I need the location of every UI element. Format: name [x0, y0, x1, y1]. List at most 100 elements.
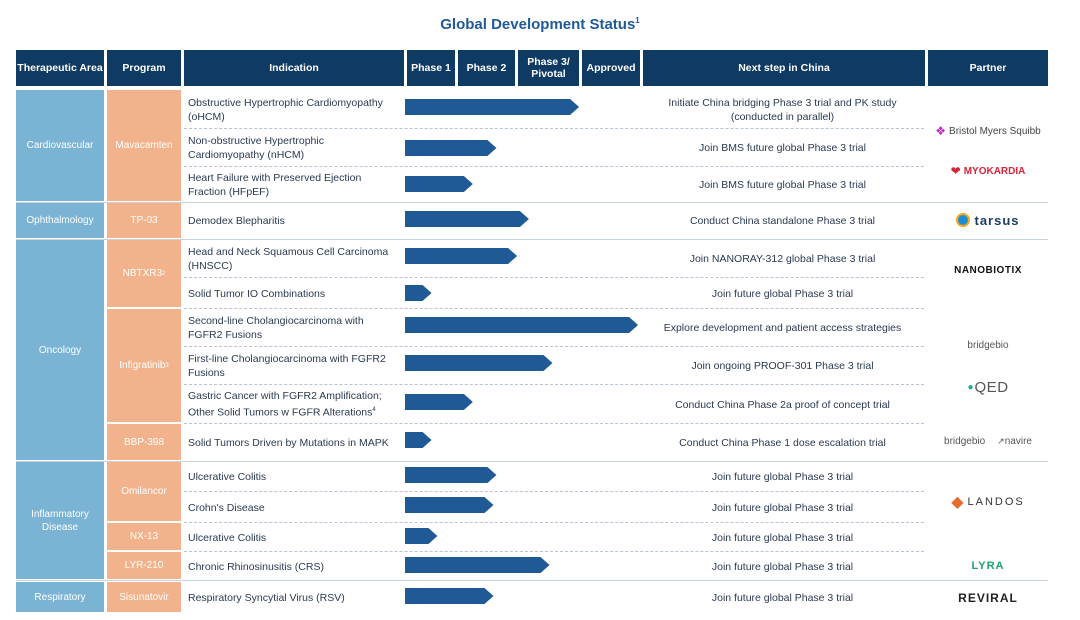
header-therapeutic-area: Therapeutic Area [16, 50, 104, 86]
indication-label: First-line Cholangiocarcinoma with FGFR2… [188, 353, 386, 379]
pipeline-bar [405, 99, 580, 115]
next-step-text: Join future global Phase 3 trial [711, 471, 854, 483]
next-step-text: Join future global Phase 3 trial [711, 531, 854, 544]
pipeline-bar [405, 248, 518, 264]
pipeline-bar [405, 394, 473, 410]
landos-icon: ◆ [951, 494, 964, 511]
partner-logo-landos: ◆ LANDOS [951, 494, 1025, 511]
partner-logo-nanobiotix: NANOBIOTIX [954, 264, 1022, 276]
pipeline-bar [405, 317, 639, 333]
page-title: Global Development Status1 [440, 16, 640, 33]
partner-logo-lyra: LYRA [971, 560, 1005, 572]
pipeline-bar [405, 140, 497, 156]
qed-icon: ● [967, 381, 974, 393]
program-bbp398: BBP-398 [107, 424, 181, 460]
area-respiratory: Respiratory [16, 582, 104, 612]
indication-label: Ulcerative Colitis [188, 531, 267, 544]
partner-logo-qed: ● QED [967, 378, 1009, 396]
divider [16, 239, 1048, 240]
row-divider [184, 522, 924, 523]
header-partner: Partner [928, 50, 1048, 86]
next-step-text: Conduct China standalone Phase 3 trial [689, 215, 876, 227]
bms-icon: ❖ [935, 124, 947, 138]
indication-label: Ulcerative Colitis [188, 471, 267, 483]
partner-logo-myokardia: ❤ MYOKARDIA [950, 164, 1026, 178]
header-program: Program [107, 50, 181, 86]
divider [16, 202, 1048, 203]
area-cardiovascular: Cardiovascular [16, 90, 104, 201]
next-step-text: Join future global Phase 3 trial [711, 560, 854, 573]
program-mavacamten: Mavacamten [107, 90, 181, 201]
row-divider [184, 491, 924, 492]
myokardia-icon: ❤ [950, 164, 961, 178]
row-divider [184, 128, 924, 129]
header-phase-2: Phase 2 [458, 50, 515, 86]
indication-label: Crohn's Disease [188, 501, 265, 514]
row-divider [184, 551, 924, 552]
divider [16, 461, 1048, 462]
pipeline-bar [405, 211, 529, 227]
next-step-text: Join NANORAY-312 global Phase 3 trial [689, 253, 876, 265]
row-divider [184, 384, 924, 385]
row-divider [184, 166, 924, 167]
partner-logo-reviral: REVIRAL [958, 591, 1018, 605]
pipeline-bar [405, 528, 438, 544]
partner-logo-tarsus: tarsus [928, 209, 1048, 231]
pipeline-bar [405, 588, 494, 604]
row-divider [184, 346, 924, 347]
next-step-text: Explore development and patient access s… [663, 322, 902, 334]
header-phase-3: Phase 3/ Pivotal [518, 50, 579, 86]
area-oncology: Oncology [16, 240, 104, 460]
pipeline-bar [405, 557, 550, 573]
indication-label: Non-obstructive Hypertrophic Cardiomyopa… [188, 135, 324, 161]
program-sisunatovir: Sisunatovir [107, 582, 181, 612]
indication-label: Gastric Cancer with FGFR2 Amplification;… [188, 390, 382, 419]
pipeline-bar [405, 355, 553, 371]
partner-logos-bbp: bridgebio ↗ navire [944, 435, 1032, 447]
pipeline-bar [405, 285, 432, 301]
indication-label: Respiratory Syncytial Virus (RSV) [188, 591, 345, 604]
indication-label: Second-line Cholangiocarcinoma with FGFR… [188, 315, 364, 341]
tarsus-icon [956, 213, 971, 227]
program-infigratinib: Infigratinib 3 [107, 309, 181, 422]
row-divider [184, 277, 924, 278]
indication-label: Solid Tumors Driven by Mutations in MAPK [188, 437, 389, 449]
partner-logo-bms: ❖ Bristol Myers Squibb [935, 124, 1041, 138]
next-step-text: Conduct China Phase 1 dose escalation tr… [679, 437, 886, 449]
next-step-text: Join future global Phase 3 trial [711, 501, 854, 514]
program-nbtxr3: NBTXR3 2 [107, 240, 181, 307]
pipeline-bar [405, 176, 473, 192]
row-divider [184, 308, 924, 309]
header-indication: Indication [184, 50, 404, 86]
next-step-text: Join future global Phase 3 trial [711, 287, 854, 300]
header-next-step: Next step in China [643, 50, 925, 86]
next-step-text: Join ongoing PROOF-301 Phase 3 trial [691, 360, 874, 372]
next-step-text: Join BMS future global Phase 3 trial [699, 179, 866, 191]
divider [16, 580, 1048, 581]
area-inflammatory: Inflammatory Disease [16, 462, 104, 579]
pipeline-bar [405, 432, 432, 448]
navire-icon: ↗ [997, 435, 1005, 446]
header-phase-1: Phase 1 [407, 50, 455, 86]
partner-logo-bridgebio: bridgebio [967, 339, 1009, 351]
indication-label: Demodex Blepharitis [188, 215, 285, 227]
program-omilancor: Omilancor [107, 462, 181, 521]
next-step-text: Initiate China bridging Phase 3 trial an… [668, 97, 897, 123]
program-nx13: NX-13 [107, 523, 181, 550]
pipeline-bar [405, 497, 494, 513]
indication-label: Solid Tumor IO Combinations [188, 287, 326, 300]
area-ophthalmology: Ophthalmology [16, 203, 104, 238]
pipeline-bar [405, 467, 497, 483]
program-tp03: TP-03 [107, 203, 181, 238]
indication-label: Chronic Rhinosinusitis (CRS) [188, 560, 324, 573]
next-step-text: Conduct China Phase 2a proof of concept … [675, 398, 890, 411]
indication-label: Obstructive Hypertrophic Cardiomyopathy … [188, 97, 383, 123]
indication-label: Heart Failure with Preserved Ejection Fr… [188, 172, 362, 198]
indication-label: Head and Neck Squamous Cell Carcinoma (H… [188, 246, 389, 272]
header-approved: Approved [582, 50, 640, 86]
row-divider [184, 423, 924, 424]
next-step-text: Join future global Phase 3 trial [711, 591, 854, 604]
next-step-text: Join BMS future global Phase 3 trial [699, 142, 866, 154]
program-lyr210: LYR-210 [107, 552, 181, 579]
